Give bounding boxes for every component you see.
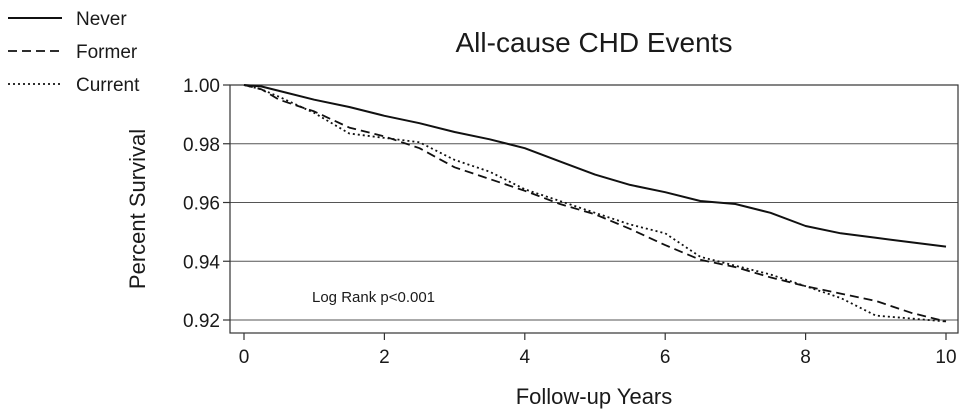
y-tick-label: 1.00	[183, 76, 220, 97]
series-lines	[243, 84, 947, 323]
x-tick-label: 4	[520, 347, 531, 368]
y-tick-label: 0.98	[183, 135, 220, 156]
series-line-never	[243, 84, 947, 248]
legend: Never Former Current	[8, 9, 140, 96]
legend-label-current: Current	[76, 75, 140, 96]
plot-frame	[229, 84, 959, 334]
legend-label-former: Former	[76, 42, 138, 63]
chart-title: All-cause CHD Events	[456, 27, 733, 58]
y-tick-label: 0.94	[183, 252, 220, 273]
y-axis-label: Percent Survival	[125, 129, 150, 289]
series-line-former	[243, 84, 947, 323]
y-axis-ticks: 0.92 0.94 0.96 0.98 1.00	[183, 76, 230, 332]
grid-lines	[230, 84, 958, 321]
series-line-current	[243, 84, 947, 323]
legend-label-never: Never	[76, 9, 127, 30]
x-tick-label: 10	[935, 347, 956, 368]
log-rank-annotation: Log Rank p<0.001	[312, 289, 435, 306]
x-tick-label: 0	[239, 347, 250, 368]
y-tick-label: 0.96	[183, 194, 220, 215]
x-tick-label: 6	[660, 347, 671, 368]
x-tick-label: 2	[379, 347, 390, 368]
x-axis-label: Follow-up Years	[516, 384, 673, 409]
y-tick-label: 0.92	[183, 311, 220, 332]
x-tick-label: 8	[800, 347, 811, 368]
x-axis-ticks: 0 2 4 6 8 10	[239, 333, 957, 368]
